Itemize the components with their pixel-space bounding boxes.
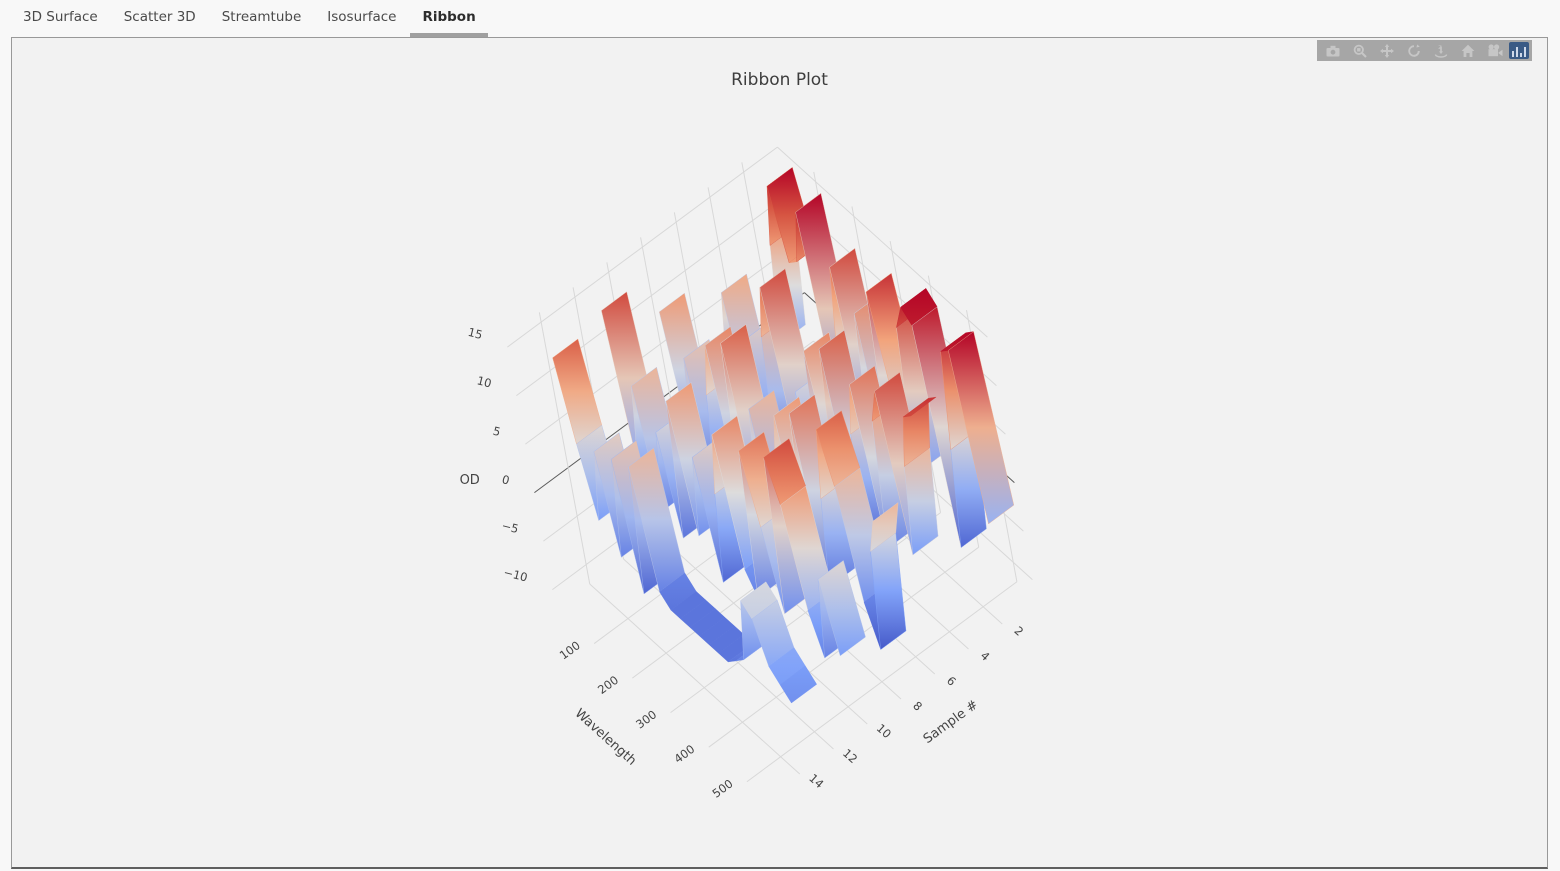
tab-label: Ribbon: [422, 8, 476, 25]
ribbon-traces: [552, 167, 1015, 704]
ribbon-segment: [779, 665, 817, 704]
svg-text:0: 0: [501, 472, 511, 487]
tab-label: Isosurface: [327, 8, 397, 25]
ribbon-segment: [870, 502, 899, 552]
home-icon[interactable]: [1455, 40, 1480, 61]
turntable-rotation-icon[interactable]: z: [1428, 40, 1453, 61]
camera-icon[interactable]: [1320, 40, 1345, 61]
ribbon-3d-scene[interactable]: 100 200 300 400 500 2 4 6 8 10 12 14 −10 −5 0 5 10 15 Wave…: [12, 38, 1547, 866]
svg-text:10: 10: [874, 721, 894, 741]
svg-text:100: 100: [557, 638, 583, 662]
pan-icon[interactable]: [1374, 40, 1399, 61]
svg-text:10: 10: [475, 373, 493, 390]
svg-text:z: z: [1438, 43, 1442, 51]
plotly-logo-icon[interactable]: [1509, 42, 1529, 59]
svg-text:2: 2: [1012, 623, 1027, 638]
tab-3d-surface[interactable]: 3D Surface: [11, 0, 110, 37]
svg-text:12: 12: [840, 746, 860, 766]
plot-panel: 100 200 300 400 500 2 4 6 8 10 12 14 −10 −5 0 5 10 15 Wave…: [11, 37, 1548, 869]
tab-isosurface[interactable]: Isosurface: [315, 0, 408, 37]
tab-label: Scatter 3D: [123, 8, 196, 25]
z-axis-title: OD: [460, 473, 480, 488]
svg-text:4: 4: [978, 648, 993, 663]
svg-text:14: 14: [806, 771, 826, 791]
plotly-modebar: z: [1317, 40, 1532, 61]
tab-ribbon[interactable]: Ribbon: [410, 0, 488, 37]
ribbon-segment: [552, 338, 603, 445]
svg-text:5: 5: [492, 424, 502, 439]
svg-text:−10: −10: [502, 565, 529, 584]
ribbon-segment: [902, 396, 937, 418]
svg-text:6: 6: [944, 673, 959, 688]
tab-label: Streamtube: [221, 8, 302, 25]
tab-scatter-3d[interactable]: Scatter 3D: [112, 0, 208, 37]
tab-streamtube[interactable]: Streamtube: [210, 0, 314, 37]
tab-label: 3D Surface: [23, 8, 98, 25]
svg-text:200: 200: [595, 673, 621, 697]
svg-text:−5: −5: [500, 518, 520, 536]
ribbon-segment: [948, 331, 1015, 525]
ribbon-segment: [817, 560, 866, 657]
tab-bar: 3D Surface Scatter 3D Streamtube Isosurface…: [0, 0, 1560, 37]
ribbon-trace-sample-10: [601, 291, 866, 659]
svg-text:400: 400: [671, 742, 697, 766]
x-axis-title: Wavelength: [572, 706, 639, 769]
orbit-rotation-icon[interactable]: [1401, 40, 1426, 61]
camera-reel-icon[interactable]: [1482, 40, 1507, 61]
zoom-icon[interactable]: [1347, 40, 1372, 61]
svg-text:15: 15: [466, 325, 484, 342]
ribbon-trace-sample-13: [552, 338, 817, 704]
svg-text:300: 300: [633, 707, 659, 731]
svg-text:500: 500: [710, 776, 736, 800]
y-axis-title: Sample #: [921, 697, 981, 747]
svg-text:8: 8: [910, 698, 925, 713]
